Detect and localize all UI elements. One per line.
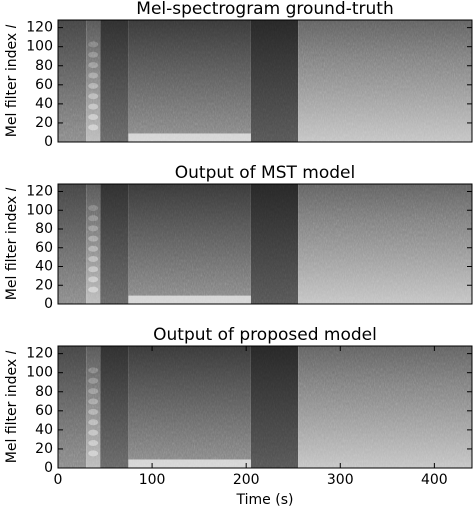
y-tick-label: 0 bbox=[44, 296, 53, 312]
y-tick-label: 20 bbox=[35, 277, 53, 293]
plot-frame bbox=[57, 19, 473, 143]
spectrogram-image bbox=[58, 184, 472, 304]
x-tick-label: 400 bbox=[421, 472, 448, 488]
y-tick-label: 40 bbox=[35, 96, 53, 112]
x-axis-label: Time (s) bbox=[236, 492, 294, 508]
panel-title: Output of proposed model bbox=[153, 325, 377, 345]
noise-texture bbox=[58, 346, 472, 468]
y-tick-label: 100 bbox=[26, 202, 53, 218]
plot-frame bbox=[57, 183, 473, 305]
y-axis-label: Mel filter index 𝑙 bbox=[4, 24, 20, 137]
spectrogram-image bbox=[58, 20, 472, 142]
spectrogram-image bbox=[58, 346, 472, 468]
y-tick-label: 20 bbox=[35, 115, 53, 131]
panel-title: Mel-spectrogram ground-truth bbox=[136, 0, 393, 19]
y-tick-label: 40 bbox=[35, 259, 53, 275]
y-tick-label: 120 bbox=[26, 20, 53, 36]
y-tick-label: 0 bbox=[44, 460, 53, 476]
y-tick-label: 20 bbox=[35, 441, 53, 457]
x-tick-label: 0 bbox=[54, 472, 63, 488]
y-tick-label: 60 bbox=[35, 403, 53, 419]
y-tick-label: 80 bbox=[35, 221, 53, 237]
y-tick-label: 60 bbox=[35, 240, 53, 256]
x-tick-label: 200 bbox=[233, 472, 260, 488]
y-tick-label: 100 bbox=[26, 39, 53, 55]
y-tick-label: 60 bbox=[35, 77, 53, 93]
y-tick-label: 120 bbox=[26, 184, 53, 200]
y-tick-label: 40 bbox=[35, 422, 53, 438]
y-axis-label: Mel filter index 𝑙 bbox=[4, 350, 20, 463]
x-tick-label: 100 bbox=[139, 472, 166, 488]
plot-frame bbox=[57, 345, 473, 469]
y-tick-label: 0 bbox=[44, 134, 53, 150]
y-tick-label: 120 bbox=[26, 346, 53, 362]
noise-texture bbox=[58, 20, 472, 142]
y-axis-label: Mel filter index 𝑙 bbox=[4, 187, 20, 300]
x-tick-label: 300 bbox=[327, 472, 354, 488]
panel-title: Output of MST model bbox=[175, 163, 355, 183]
noise-texture bbox=[58, 184, 472, 304]
y-tick-label: 80 bbox=[35, 58, 53, 74]
y-tick-label: 100 bbox=[26, 365, 53, 381]
y-tick-label: 80 bbox=[35, 384, 53, 400]
